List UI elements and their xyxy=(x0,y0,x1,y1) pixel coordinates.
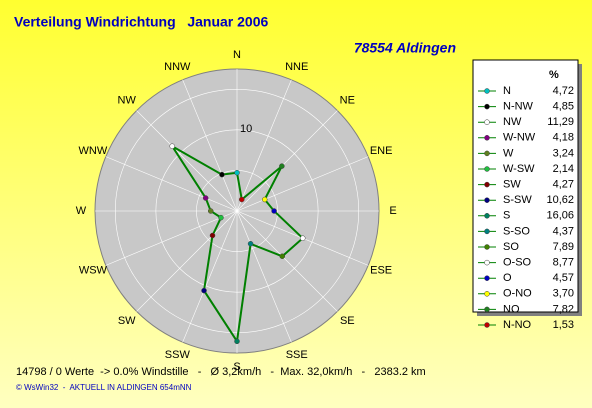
marker xyxy=(279,163,285,169)
marker xyxy=(234,169,240,176)
direction-label: WNW xyxy=(79,145,108,157)
legend-value: 7,82 xyxy=(553,303,574,315)
marker xyxy=(201,287,207,294)
legend-name: N-NO xyxy=(503,319,532,331)
legend-name: SO xyxy=(503,241,519,253)
legend-value: 16,06 xyxy=(546,210,574,222)
legend-swatch xyxy=(484,150,490,157)
direction-label: SSE xyxy=(286,349,308,361)
marker xyxy=(299,235,306,241)
legend-value: 4,18 xyxy=(553,132,574,144)
direction-label: N xyxy=(233,49,241,61)
marker xyxy=(271,208,277,214)
legend-value: 7,89 xyxy=(553,241,574,253)
legend-name: S-SO xyxy=(503,225,530,237)
legend-name: S xyxy=(503,210,510,222)
marker xyxy=(234,338,240,345)
direction-label: NNE xyxy=(285,61,308,73)
legend-swatch xyxy=(484,322,490,328)
legend-value: 11,29 xyxy=(547,116,574,128)
direction-label: SSW xyxy=(165,349,191,361)
footer: 14798 / 0 Werte -> 0.0% Windstille - Ø 3… xyxy=(16,366,426,378)
direction-label: ESE xyxy=(370,265,392,277)
marker xyxy=(202,195,209,201)
spoke xyxy=(236,210,292,343)
legend-swatch xyxy=(484,306,490,313)
r-tick-label: 10 xyxy=(240,123,252,135)
marker xyxy=(209,232,216,239)
legend-name: W-NW xyxy=(503,132,536,144)
direction-label: S xyxy=(233,361,240,373)
direction-label: NE xyxy=(340,95,355,107)
direction-label: NW xyxy=(118,95,137,107)
legend-name: NW xyxy=(503,116,522,128)
legend-swatch xyxy=(484,88,490,94)
legend-value: 4,85 xyxy=(553,101,574,113)
spoke xyxy=(236,79,292,212)
spoke xyxy=(236,156,369,212)
marker xyxy=(218,214,224,221)
direction-label: SE xyxy=(340,315,355,327)
legend-swatch xyxy=(484,275,490,281)
legend-value: 4,27 xyxy=(553,179,574,191)
chart-subtitle: 78554 Aldingen xyxy=(354,40,456,56)
legend-swatch xyxy=(484,181,490,188)
legend-swatch xyxy=(484,228,490,235)
marker xyxy=(261,196,268,203)
spoke xyxy=(236,110,338,212)
legend-name: S-SW xyxy=(503,194,532,206)
legend-value: 4,37 xyxy=(553,225,574,237)
marker xyxy=(219,171,225,178)
legend-name: O xyxy=(503,272,512,284)
legend-swatch xyxy=(484,291,490,297)
direction-label: NNW xyxy=(164,61,191,73)
legend xyxy=(472,59,579,313)
legend-name: W-SW xyxy=(503,163,535,175)
direction-label: ENE xyxy=(370,145,393,157)
legend-value: 10,62 xyxy=(546,194,574,206)
legend-value: 2,14 xyxy=(553,163,574,175)
legend-value: 8,77 xyxy=(553,257,574,269)
chart-title: Verteilung Windrichtung Januar 2006 xyxy=(14,14,268,30)
legend-value: 3,24 xyxy=(553,147,574,159)
spoke xyxy=(136,110,238,212)
legend-header: % xyxy=(549,69,559,81)
spoke xyxy=(236,210,338,312)
legend-name: W xyxy=(503,147,514,159)
marker xyxy=(279,253,286,260)
legend-name: NO xyxy=(503,303,520,315)
legend-swatch xyxy=(484,197,490,203)
legend-swatch xyxy=(484,244,490,250)
legend-name: SW xyxy=(503,179,521,191)
legend-swatch xyxy=(484,259,490,266)
legend-swatch xyxy=(484,103,490,110)
legend-swatch xyxy=(484,135,490,141)
legend-swatch xyxy=(484,213,490,219)
marker xyxy=(247,241,254,247)
direction-label: E xyxy=(389,205,396,217)
legend-value: 3,70 xyxy=(553,288,574,300)
legend-value: 4,72 xyxy=(553,85,574,97)
spoke xyxy=(105,156,238,212)
marker xyxy=(207,208,214,214)
legend-name: N xyxy=(503,85,511,97)
legend-value: 1,53 xyxy=(553,319,574,331)
marker xyxy=(169,143,175,149)
credit: © WsWin32 - AKTUELL IN ALDINGEN 654mNN xyxy=(16,383,192,392)
spoke xyxy=(182,79,238,212)
direction-label: W xyxy=(76,205,87,217)
spoke xyxy=(136,210,238,312)
spoke xyxy=(105,210,238,266)
legend-value: 4,57 xyxy=(553,272,574,284)
marker xyxy=(239,196,245,203)
direction-label: WSW xyxy=(79,265,108,277)
legend-name: O-SO xyxy=(503,257,532,269)
spoke xyxy=(182,210,238,343)
legend-swatch xyxy=(484,119,490,125)
legend-swatch xyxy=(484,166,490,172)
legend-name: N-NW xyxy=(503,101,534,113)
legend-name: O-NO xyxy=(503,288,532,300)
direction-label: SW xyxy=(118,315,136,327)
